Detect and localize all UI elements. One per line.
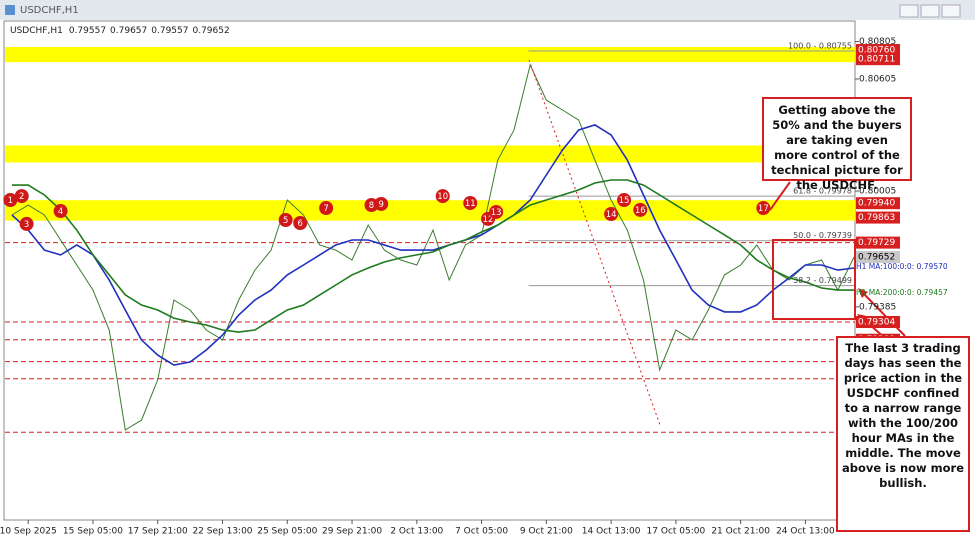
annotation-marker	[19, 216, 34, 231]
fib-label: 50.0 - 0.79739	[793, 231, 852, 240]
annotation-label: 4	[58, 207, 63, 217]
x-tick-label: 25 Sep 05:00	[257, 527, 317, 537]
arrow-head	[858, 288, 868, 298]
annotation-label: 8	[369, 201, 374, 211]
ma-line	[11, 124, 855, 366]
annotation-marker	[293, 215, 308, 230]
annotation-label: 10	[437, 192, 448, 202]
annotation-marker	[319, 201, 334, 216]
annotation-marker	[633, 202, 648, 217]
x-tick-label: 17 Sep 21:00	[128, 527, 188, 537]
ma-label: H1 MA:100:0:0: 0.79570	[856, 262, 948, 271]
x-tick-label: 21 Oct 21:00	[711, 527, 770, 537]
close-button[interactable]	[941, 4, 961, 18]
annotation-label: 16	[635, 206, 646, 216]
chart-info: USDCHF,H1 0.79557 0.79657 0.79557 0.79652	[10, 26, 230, 36]
annotation-marker	[435, 189, 450, 204]
callout-arrow	[769, 181, 791, 211]
level-label: 0.79729	[858, 238, 895, 248]
x-tick-label: 7 Oct 05:00	[455, 527, 508, 537]
annotation-label: 9	[378, 200, 383, 210]
annotation-marker	[53, 204, 68, 219]
fib-label: 61.8 - 0.79978	[793, 187, 852, 196]
x-tick-label: 2 Oct 13:00	[390, 527, 443, 537]
x-tick-label: 15 Sep 05:00	[63, 527, 123, 537]
x-tick-label: 9 Oct 21:00	[520, 527, 573, 537]
window-icon	[5, 5, 15, 15]
zone-low-box	[856, 53, 900, 66]
current-price-box	[856, 250, 900, 263]
annotation-marker	[14, 189, 29, 204]
annotation-marker	[3, 193, 18, 208]
price-line	[11, 63, 855, 431]
annotation-label: 17	[758, 204, 769, 214]
callout-upper: Getting above the 50% and the buyers are…	[762, 97, 912, 192]
level-label: 0.79304	[858, 317, 895, 327]
ma-label: H1 MA:200:0:0: 0.79457	[856, 288, 948, 297]
annotation-label: 15	[619, 196, 630, 206]
zone-band	[5, 200, 855, 221]
x-tick-label: 22 Sep 13:00	[192, 527, 252, 537]
level-box	[856, 236, 900, 249]
zone-low-label: 0.80711	[858, 55, 895, 65]
annotation-marker	[489, 204, 504, 219]
annotation-label: 13	[491, 208, 502, 218]
y-tick-label: 0.80805	[859, 37, 896, 47]
annotation-marker	[756, 201, 771, 216]
ohlc-open: 0.79557	[69, 26, 106, 36]
minimize-button[interactable]	[899, 4, 919, 18]
zone-high-box	[856, 197, 900, 210]
title-bar	[0, 0, 975, 20]
zone-high-box	[856, 44, 900, 57]
zone-low-box	[856, 211, 900, 224]
y-tick-label: 0.80605	[859, 74, 896, 84]
range-box	[772, 239, 856, 320]
x-tick-label: 14 Oct 13:00	[582, 527, 641, 537]
maximize-button[interactable]	[920, 4, 940, 18]
x-tick-label: 29 Sep 21:00	[322, 527, 382, 537]
annotation-label: 2	[19, 192, 24, 202]
x-tick-label: 24 Oct 13:00	[776, 527, 835, 537]
annotation-label: 12	[483, 215, 494, 225]
fib-label: 38.2 - 0.79499	[793, 276, 852, 285]
symbol: USDCHF,H1	[10, 26, 63, 36]
zone-low-label: 0.79863	[858, 213, 895, 223]
zone-high-label: 0.79940	[858, 199, 895, 209]
ohlc-close: 0.79652	[192, 26, 229, 36]
annotation-label: 5	[283, 216, 288, 226]
annotation-marker	[604, 207, 619, 222]
zone-band	[5, 145, 855, 163]
annotation-marker	[374, 196, 389, 211]
plot-area	[3, 20, 856, 521]
zone-high-label: 0.80760	[858, 46, 895, 56]
y-tick-label: 0.80005	[859, 187, 896, 197]
annotation-label: 14	[606, 210, 617, 220]
annotation-label: 7	[323, 204, 328, 214]
annotation-label: 6	[298, 219, 303, 229]
callout-arrow	[861, 291, 906, 337]
current-price-label: 0.79652	[858, 252, 895, 262]
x-tick-label: 10 Sep 2025	[0, 527, 57, 537]
fib-label: 100.0 - 0.80755	[788, 41, 852, 50]
window-title: USDCHF,H1	[20, 5, 79, 16]
annotation-label: 11	[465, 199, 476, 209]
y-tick-label: 0.79385	[859, 302, 896, 312]
callout-lower: The last 3 trading days has seen the pri…	[836, 336, 970, 532]
annotation-label: 3	[24, 220, 29, 230]
ohlc-low: 0.79557	[151, 26, 188, 36]
annotation-marker	[463, 196, 478, 211]
annotation-marker	[617, 193, 632, 208]
ohlc-high: 0.79657	[110, 26, 147, 36]
x-tick-label: 17 Oct 05:00	[647, 527, 706, 537]
annotation-marker	[278, 213, 293, 228]
level-box	[856, 315, 900, 328]
ma-line	[12, 179, 854, 333]
zone-band	[5, 47, 855, 63]
annotation-label: 1	[8, 196, 13, 206]
